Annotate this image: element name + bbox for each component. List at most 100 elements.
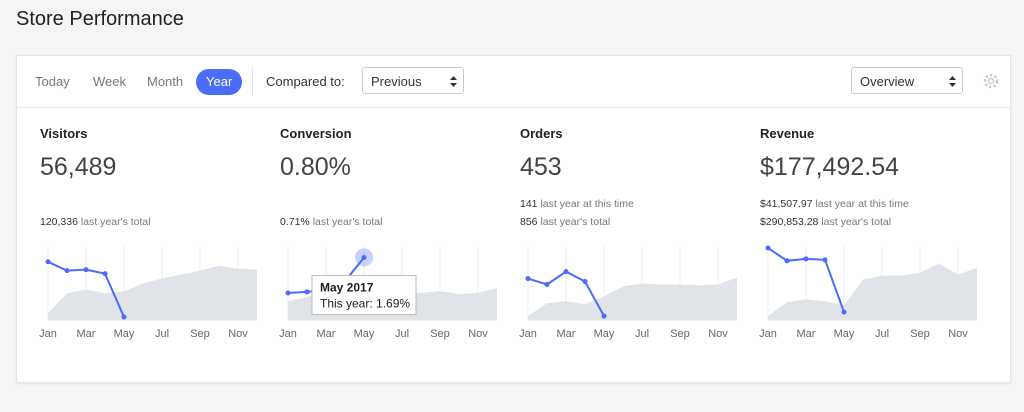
tooltip-title: May 2017 <box>320 280 374 294</box>
x-tick-label: Mar <box>797 328 816 340</box>
x-tick-label: Jul <box>395 328 409 340</box>
comparison: 141 last year at this time <box>520 195 760 213</box>
x-tick-label: Mar <box>557 328 576 340</box>
metric-label: Revenue <box>760 126 815 141</box>
metric-label: Conversion <box>280 126 352 141</box>
comparison-value: $41,507.97 <box>760 198 813 210</box>
highlight <box>355 248 373 267</box>
point <box>582 279 588 285</box>
x-tick-label: Sep <box>190 328 210 340</box>
comparison-value: 141 <box>520 198 538 210</box>
area <box>528 277 737 320</box>
comparison: $41,507.97 last year at this time <box>760 195 1000 213</box>
point <box>841 309 847 315</box>
metric-value: $177,492.54 <box>760 153 900 181</box>
point <box>601 313 607 319</box>
point <box>784 258 790 264</box>
x-tick-label: Nov <box>468 328 488 340</box>
comparison-text: last year at this time <box>540 198 634 210</box>
point <box>102 271 108 277</box>
metric-label: Orders <box>520 126 563 141</box>
page-title: Store Performance <box>16 8 184 30</box>
comparison: 120,336 last year's total <box>40 213 280 231</box>
tab[interactable]: Today <box>35 74 70 89</box>
select-arrows <box>450 76 457 87</box>
compare-select[interactable]: Previous <box>362 67 464 94</box>
comparison: 856 last year's total <box>520 213 760 231</box>
card: Compared to: Previous Overview Today Week… <box>16 55 1011 383</box>
toolbar: Compared to: Previous Overview Today Week… <box>17 56 1010 108</box>
x-tick-label: Nov <box>228 328 248 340</box>
point <box>83 267 89 273</box>
point <box>803 256 809 262</box>
x-tick-label: Jan <box>39 328 57 340</box>
metric: Visitors 56,489 120,336 last year's total <box>40 126 280 231</box>
x-tick-label: Sep <box>910 328 930 340</box>
x-tick-label: May <box>114 328 135 340</box>
x-tick-label: Jan <box>519 328 537 340</box>
metric: Conversion 0.80% 0.71% last year's total <box>280 126 520 231</box>
metric-value: 453 <box>520 153 562 181</box>
point <box>822 257 828 263</box>
tooltip-label: This year: 1.69% <box>320 296 410 310</box>
metric-value: 0.80% <box>280 153 351 181</box>
comparison-value: 856 <box>520 216 538 228</box>
metric: Revenue $177,492.54 $41,507.97 last year a… <box>760 126 1000 231</box>
x-tick-label: Jul <box>875 328 889 340</box>
metric-value: 56,489 <box>40 153 117 181</box>
tooltip: May 2017 This year: 1.69% <box>311 274 417 315</box>
comparison-value: 0.71% <box>280 216 310 228</box>
settings-icon[interactable] <box>982 72 1000 90</box>
metric-label: Visitors <box>40 126 88 141</box>
tab[interactable]: Year <box>196 69 243 95</box>
point <box>525 276 531 282</box>
x-tick-label: Sep <box>670 328 690 340</box>
comparison-text: last year at this time <box>815 198 909 210</box>
select-text: Overview <box>860 74 915 89</box>
point <box>304 289 310 295</box>
x-tick-label: Mar <box>77 328 96 340</box>
point <box>64 268 70 274</box>
metric: Orders 453 141 last year at this time 856 l… <box>520 126 760 231</box>
x-tick-label: Nov <box>708 328 728 340</box>
comparison-text: last year's total <box>540 216 611 228</box>
view-select[interactable]: Overview <box>851 67 963 94</box>
x-tick-label: Jan <box>759 328 777 340</box>
x-tick-label: Jul <box>155 328 169 340</box>
sparkline-chart: Jan Mar May Jul Sep Nov May 2017 This year: 1.6… <box>279 246 497 340</box>
x-tick-label: Jan <box>279 328 297 340</box>
tooltip-box <box>311 274 417 315</box>
comparison-text: last year's total <box>80 216 151 228</box>
point <box>361 254 367 260</box>
point <box>544 281 550 287</box>
compare-label: Compared to: <box>266 74 345 89</box>
sparkline-chart: Jan Mar May Jul Sep Nov <box>519 246 737 340</box>
tab[interactable]: Month <box>147 74 184 89</box>
comparison: 0.71% last year's total <box>280 213 520 231</box>
sparkline-chart: Jan Mar May Jul Sep Nov <box>39 246 257 340</box>
x-tick-label: May <box>594 328 615 340</box>
comparison-text: last year's total <box>821 216 892 228</box>
select-text: Previous <box>371 74 422 89</box>
area <box>768 263 977 320</box>
comparison: $290,853.28 last year's total <box>760 213 1000 231</box>
comparison-value: 120,336 <box>40 216 78 228</box>
x-tick-label: Jul <box>635 328 649 340</box>
x-tick-label: Mar <box>317 328 336 340</box>
x-tick-label: May <box>354 328 375 340</box>
sparkline-chart: Jan Mar May Jul Sep Nov <box>759 245 977 340</box>
point <box>121 314 127 320</box>
separator <box>252 68 253 96</box>
comparison-text: last year's total <box>312 216 383 228</box>
point <box>765 245 771 251</box>
tab[interactable]: Week <box>93 74 126 89</box>
x-tick-label: Nov <box>948 328 968 340</box>
point <box>563 269 569 275</box>
area <box>48 265 257 320</box>
x-tick-label: May <box>834 328 855 340</box>
point <box>45 259 51 265</box>
comparison-value: $290,853.28 <box>760 216 819 228</box>
select-arrows <box>949 76 956 87</box>
point <box>285 290 291 296</box>
